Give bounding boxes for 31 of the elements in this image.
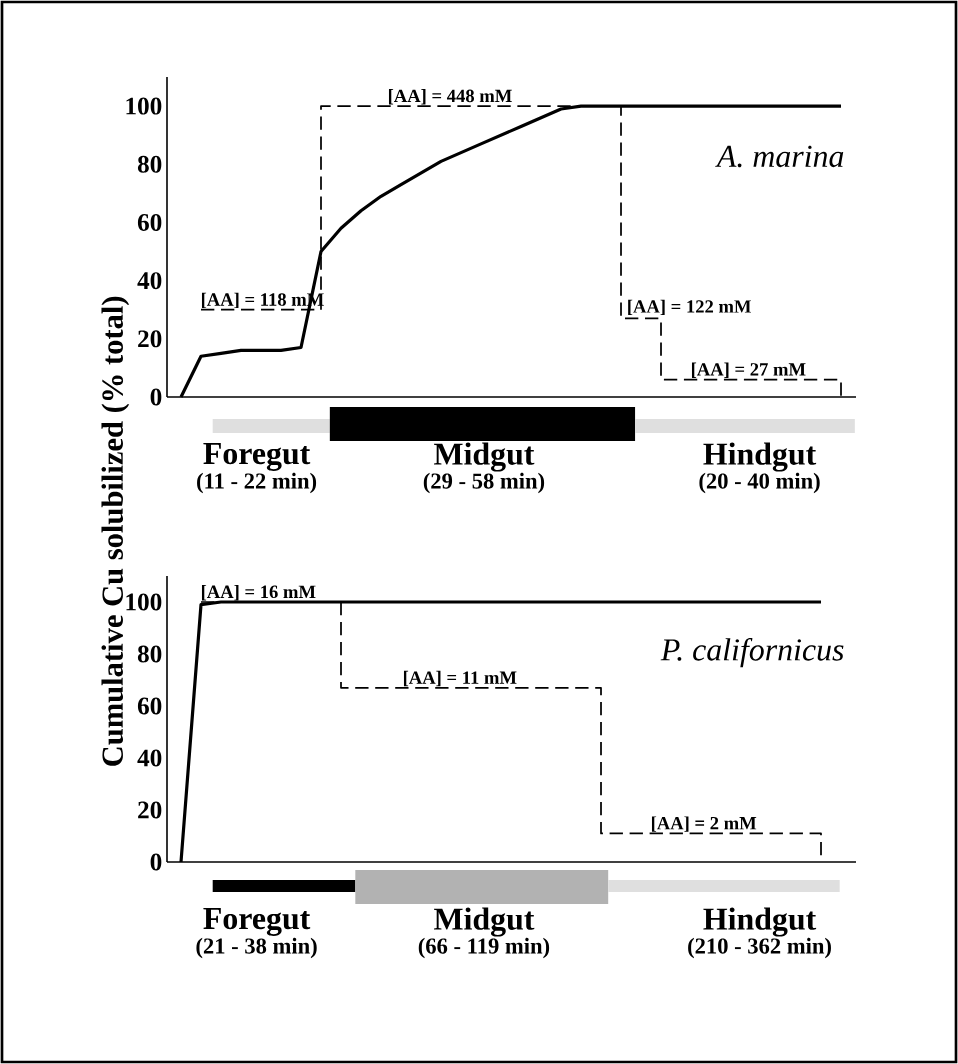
text: P. californicus (660, 637, 844, 668)
text: Hindgut (703, 442, 817, 472)
text: Midgut (434, 907, 535, 937)
annotation: [AA] = 448 mM (388, 89, 512, 105)
y-tick-label: 40 (137, 272, 162, 290)
y-tick-label: 60 (137, 697, 162, 715)
y-tick-label: 100 (126, 97, 162, 115)
y-tick-label: 60 (137, 213, 162, 231)
text: Midgut (434, 442, 535, 472)
annotation: [AA] = 2 mM (651, 816, 757, 832)
text: A. marina (715, 145, 844, 168)
annotation: [AA] = 122 mM (628, 299, 751, 316)
y-tick-label: 80 (137, 645, 162, 663)
text: (20 - 40 min) (699, 472, 820, 494)
annotation: [AA] = 16 mM (201, 584, 316, 601)
y-tick-label: 80 (137, 155, 162, 173)
text: (11 - 22 min) (197, 472, 317, 494)
text: (29 - 58 min) (423, 472, 545, 494)
text: (66 - 119 min) (418, 937, 550, 959)
text: Foregut (203, 908, 311, 936)
text: (21 - 38 min) (196, 937, 317, 959)
text: Foregut (203, 443, 311, 471)
y-tick-label: 20 (138, 330, 162, 348)
y-tick-label: 20 (138, 801, 162, 819)
y-tick-label: 0 (150, 853, 162, 871)
annotation: [AA] = 27 mM (691, 362, 806, 378)
annotation: [AA] = 11 mM (403, 670, 517, 687)
text: Hindgut (703, 907, 817, 937)
y-tick-label: 40 (137, 749, 162, 767)
text: (210 - 362 min) (688, 937, 831, 959)
y-tick-label: 0 (150, 388, 162, 406)
